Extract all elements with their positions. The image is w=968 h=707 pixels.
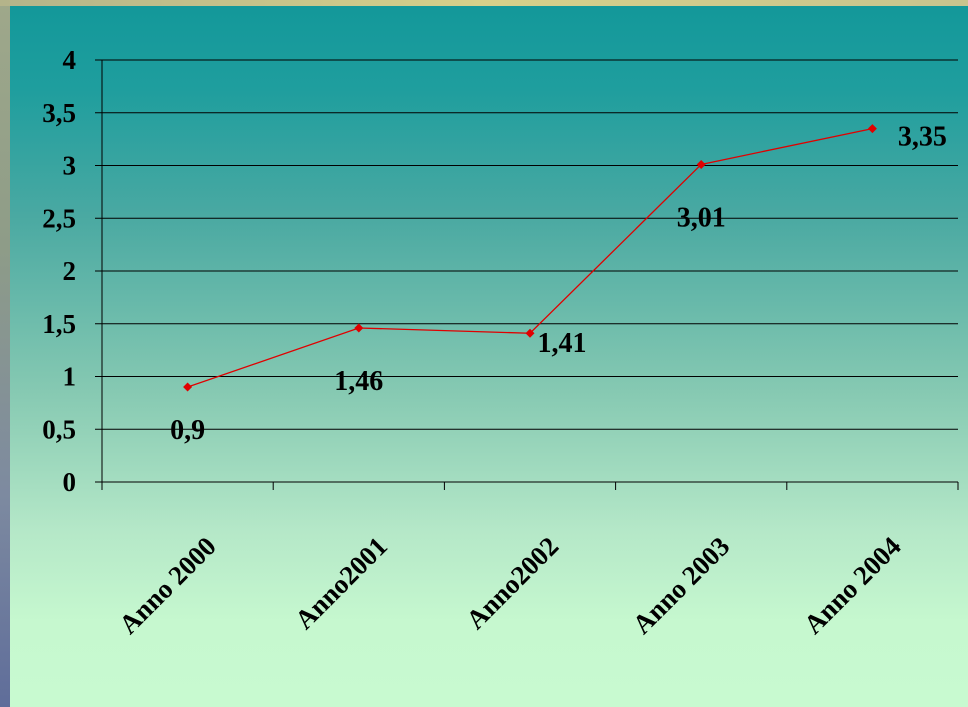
y-tick-labels: 0 0,5 1 1,5 2 2,5 3 3,5 4 <box>42 45 76 497</box>
data-point <box>354 323 364 333</box>
y-tick-label: 1,5 <box>42 309 76 339</box>
data-label: 1,41 <box>538 328 587 359</box>
slide-frame-top <box>0 0 968 6</box>
y-tick-label: 3 <box>63 151 77 181</box>
data-labels: 0,9 1,46 1,41 3,01 3,35 <box>170 122 947 446</box>
x-tick-label: Anno2002 <box>460 531 564 635</box>
x-tick-labels: Anno 2000 Anno2001 Anno2002 Anno 2003 Anno 2… <box>113 531 907 640</box>
data-point <box>525 328 535 338</box>
x-tick-label: Anno 2000 <box>113 531 222 640</box>
chart-background <box>10 6 968 707</box>
y-tick-label: 2,5 <box>42 203 76 233</box>
data-label: 1,46 <box>334 366 383 397</box>
y-tick-label: 0,5 <box>42 414 76 444</box>
y-tick-label: 3,5 <box>42 98 76 128</box>
x-tick-label: Anno2001 <box>289 531 393 635</box>
y-tick-label: 2 <box>63 256 77 286</box>
data-point <box>183 382 193 392</box>
data-point <box>867 124 877 134</box>
axes <box>95 59 959 490</box>
x-tick-label: Anno 2003 <box>627 531 736 640</box>
data-point <box>696 159 706 169</box>
gridlines <box>102 59 958 430</box>
y-tick-label: 0 <box>63 467 77 497</box>
y-tick-label: 1 <box>63 362 77 392</box>
data-label: 3,01 <box>677 202 726 233</box>
x-tick-label: Anno 2004 <box>798 531 907 640</box>
series-line <box>187 127 873 388</box>
data-label: 3,35 <box>898 122 947 153</box>
slide-frame-left <box>0 0 10 707</box>
data-label: 0,9 <box>170 415 205 446</box>
series <box>183 124 877 392</box>
y-tick-label: 4 <box>63 45 77 75</box>
